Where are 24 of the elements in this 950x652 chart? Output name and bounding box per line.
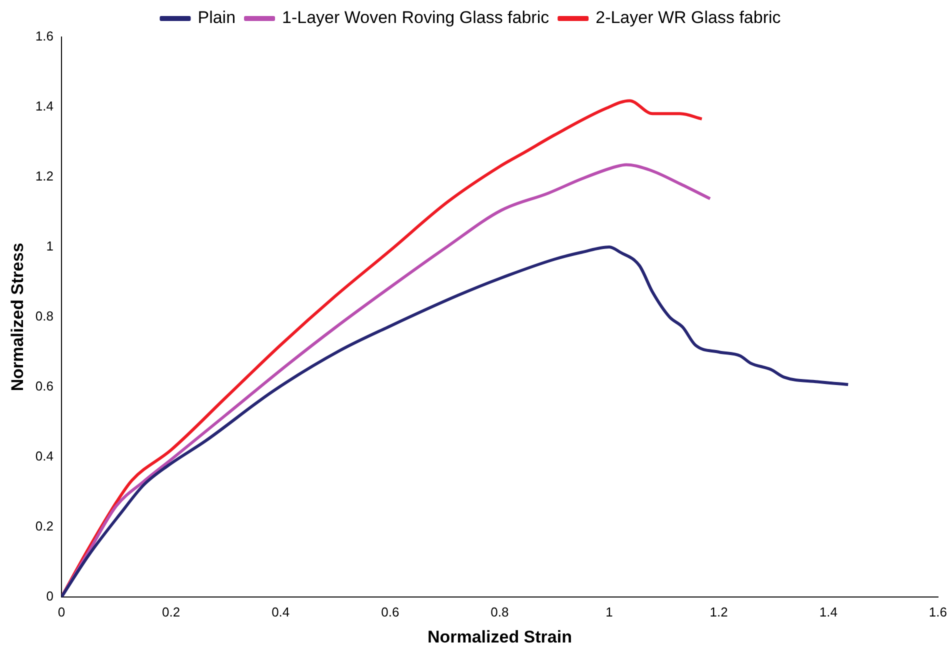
y-tick-label: 1.2 (35, 168, 54, 184)
x-tick-label: 0.4 (272, 604, 290, 620)
y-tick-label: 1 (46, 238, 54, 254)
x-tick-label: 0.2 (162, 604, 180, 620)
y-tick-label: 0.8 (35, 308, 54, 324)
x-tick-label: 1 (606, 604, 613, 620)
y-tick-label: 1.6 (35, 28, 54, 44)
x-tick-label: 1.2 (710, 604, 728, 620)
y-tick-label: 0.4 (35, 448, 54, 464)
y-axis-title: Normalized Stress (8, 242, 27, 392)
x-tick-label: 1.6 (928, 604, 948, 620)
x-tick-label: 1.4 (819, 604, 838, 620)
x-tick-label: 0.8 (490, 604, 509, 620)
legend-label: 2-Layer WR Glass fabric (596, 8, 782, 28)
legend-label: 1-Layer Woven Roving Glass fabric (282, 8, 550, 28)
line-series (61, 246, 850, 597)
y-tick-label: 0.2 (35, 518, 54, 534)
y-tick-label: 1.4 (35, 98, 54, 114)
x-axis-title: Normalized Strain (427, 627, 572, 646)
x-tick-label: 0.6 (381, 604, 400, 620)
y-tick-label: 0 (46, 588, 54, 604)
x-tick-label: 0 (58, 604, 66, 620)
legend-label: Plain (198, 8, 236, 28)
y-tick-label: 0.6 (35, 378, 54, 394)
